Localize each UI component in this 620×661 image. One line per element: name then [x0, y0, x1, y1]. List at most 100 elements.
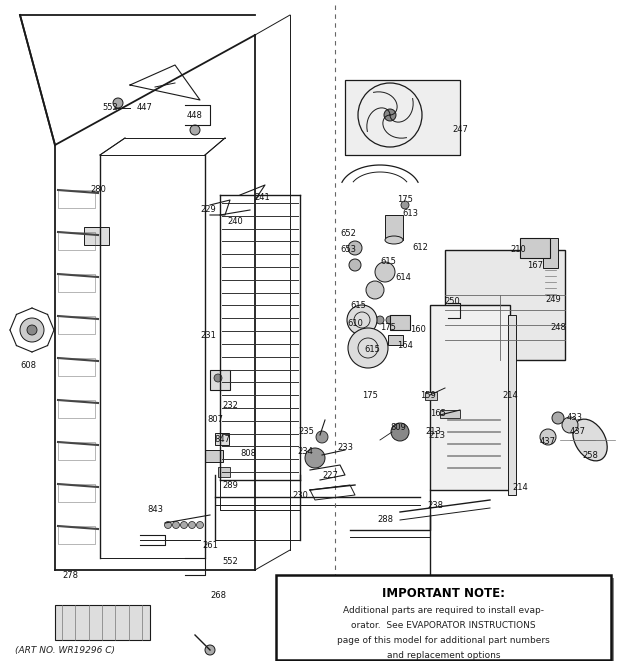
- Text: 652: 652: [340, 229, 356, 237]
- Text: 214: 214: [512, 483, 528, 492]
- Circle shape: [305, 448, 325, 468]
- Bar: [385, 215, 403, 240]
- Circle shape: [27, 325, 37, 335]
- Bar: [430, 305, 510, 490]
- Text: 175: 175: [380, 323, 396, 332]
- Circle shape: [552, 412, 564, 424]
- Text: 612: 612: [412, 243, 428, 253]
- Bar: [508, 315, 516, 495]
- Circle shape: [190, 125, 200, 135]
- Circle shape: [180, 522, 187, 529]
- Bar: [440, 410, 460, 418]
- Circle shape: [214, 374, 222, 382]
- Text: 231: 231: [200, 330, 216, 340]
- Text: 847: 847: [214, 436, 230, 444]
- Circle shape: [386, 316, 394, 324]
- Circle shape: [348, 328, 388, 368]
- Circle shape: [366, 281, 384, 299]
- Text: and replacement options: and replacement options: [386, 650, 500, 660]
- Text: 175: 175: [397, 196, 413, 204]
- Bar: [84, 227, 109, 245]
- Text: 552: 552: [102, 104, 118, 112]
- Text: 238: 238: [427, 500, 443, 510]
- Ellipse shape: [385, 236, 403, 244]
- Circle shape: [172, 522, 180, 529]
- Text: 280: 280: [90, 186, 106, 194]
- Text: 240: 240: [227, 217, 243, 227]
- Text: page of this model for additional part numbers: page of this model for additional part n…: [337, 636, 550, 644]
- Text: 808: 808: [240, 449, 256, 459]
- Circle shape: [375, 262, 395, 282]
- Circle shape: [391, 423, 409, 441]
- Text: Additional parts are required to install evap-: Additional parts are required to install…: [343, 605, 544, 615]
- Text: 261: 261: [202, 541, 218, 549]
- Text: 247: 247: [452, 126, 468, 134]
- Text: 437: 437: [570, 428, 586, 436]
- Circle shape: [205, 645, 215, 655]
- Text: 843: 843: [147, 506, 163, 514]
- Text: 289: 289: [222, 481, 238, 490]
- Text: 234: 234: [297, 447, 313, 457]
- Bar: [215, 433, 229, 445]
- Bar: [276, 575, 611, 660]
- Circle shape: [316, 431, 328, 443]
- Text: 214: 214: [502, 391, 518, 399]
- Text: 278: 278: [62, 570, 78, 580]
- Bar: [425, 392, 437, 400]
- Text: 249: 249: [545, 295, 561, 305]
- Text: 235: 235: [298, 428, 314, 436]
- Text: 227: 227: [322, 471, 338, 479]
- Text: 615: 615: [364, 346, 380, 354]
- Text: 608: 608: [20, 360, 36, 369]
- Bar: [390, 315, 410, 330]
- Text: 437: 437: [540, 438, 556, 446]
- Circle shape: [113, 98, 123, 108]
- Text: 613: 613: [402, 208, 418, 217]
- Text: 229: 229: [200, 206, 216, 215]
- Text: 614: 614: [395, 272, 411, 282]
- Text: 167: 167: [527, 260, 543, 270]
- Text: 233: 233: [337, 444, 353, 453]
- Bar: [445, 250, 565, 360]
- Circle shape: [188, 522, 195, 529]
- Text: 615: 615: [350, 301, 366, 309]
- Circle shape: [540, 429, 556, 445]
- Text: 250: 250: [444, 297, 460, 307]
- Circle shape: [376, 316, 384, 324]
- Ellipse shape: [573, 419, 607, 461]
- Bar: [388, 335, 403, 345]
- Circle shape: [401, 201, 409, 209]
- Bar: [279, 578, 614, 661]
- Bar: [345, 80, 460, 155]
- Text: 809: 809: [390, 424, 406, 432]
- Text: 258: 258: [582, 451, 598, 459]
- Circle shape: [562, 417, 578, 433]
- Circle shape: [347, 305, 377, 335]
- Text: 175: 175: [362, 391, 378, 399]
- Text: 433: 433: [567, 412, 583, 422]
- Text: 160: 160: [410, 325, 426, 334]
- Circle shape: [384, 109, 396, 121]
- Text: 807: 807: [207, 416, 223, 424]
- Circle shape: [197, 522, 203, 529]
- Text: 210: 210: [510, 245, 526, 254]
- Text: 448: 448: [187, 110, 203, 120]
- Bar: [205, 450, 223, 462]
- Circle shape: [20, 318, 44, 342]
- Circle shape: [348, 241, 362, 255]
- Bar: [55, 605, 150, 640]
- Text: IMPORTANT NOTE:: IMPORTANT NOTE:: [382, 586, 505, 600]
- Text: 230: 230: [292, 490, 308, 500]
- Text: 447: 447: [137, 104, 153, 112]
- Text: orator.  See EVAPORATOR INSTRUCTIONS: orator. See EVAPORATOR INSTRUCTIONS: [351, 621, 536, 629]
- Text: 213: 213: [425, 428, 441, 436]
- Text: 552: 552: [222, 557, 238, 566]
- Text: 610: 610: [347, 319, 363, 327]
- Text: 232: 232: [222, 401, 238, 410]
- Bar: [520, 238, 550, 258]
- Text: 213: 213: [428, 430, 445, 440]
- Text: 241: 241: [254, 194, 270, 202]
- Bar: [543, 238, 558, 268]
- Text: (ART NO. WR19296 C): (ART NO. WR19296 C): [15, 646, 115, 654]
- Text: 164: 164: [397, 340, 413, 350]
